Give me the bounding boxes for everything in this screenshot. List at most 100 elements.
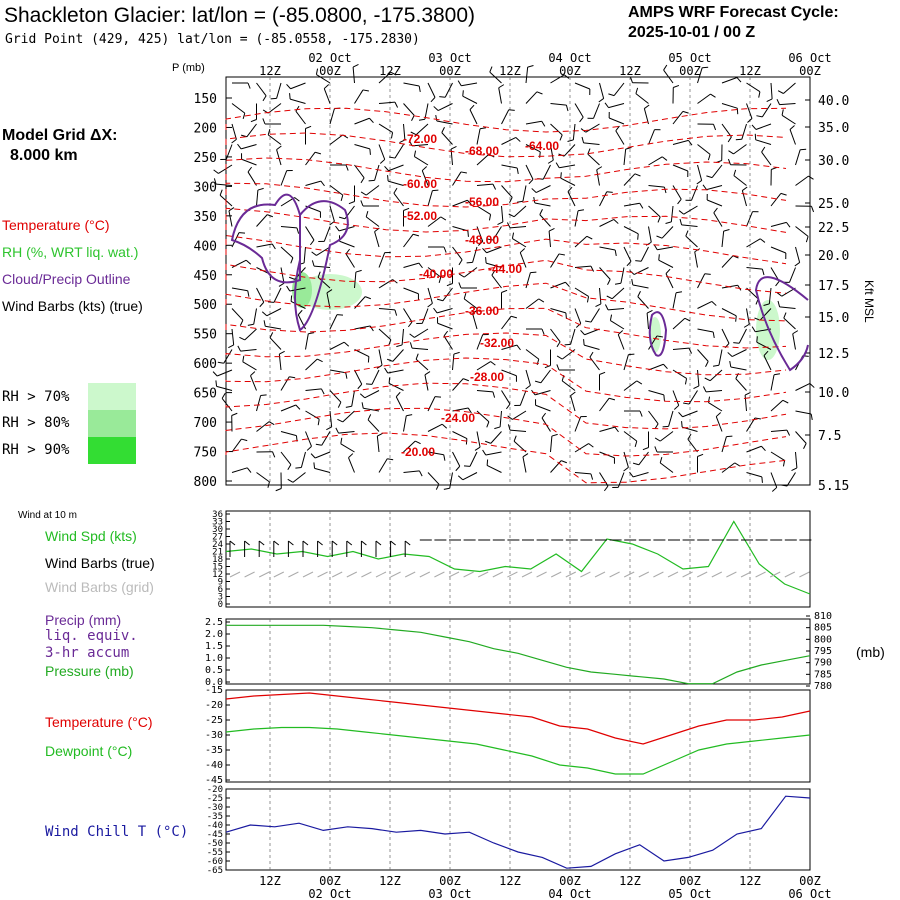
pressure-right-tick: 805 <box>814 623 832 634</box>
isotherm-label: -72.00 <box>403 132 437 146</box>
wind-barb-flag <box>289 93 291 100</box>
wind-barb <box>574 82 591 90</box>
wind-barb-flag <box>516 167 519 175</box>
height-tick-label: 30.0 <box>818 154 849 169</box>
wind-barb-flag <box>365 296 371 300</box>
wind-barb <box>783 317 796 330</box>
wind-barb-flag <box>635 87 639 94</box>
height-tick-label: 40.0 <box>818 94 849 109</box>
wind-barb <box>305 358 318 371</box>
wind-barb <box>550 123 563 136</box>
chill-tick: -55 <box>207 848 223 858</box>
wind-barb <box>329 134 344 145</box>
wind-barb <box>269 337 282 350</box>
wind-barb <box>648 185 665 188</box>
wind-barb-flag <box>581 136 585 143</box>
wind-barb <box>231 467 248 473</box>
wind-barb-flag <box>727 158 731 165</box>
wind-barb <box>469 109 478 125</box>
wind-barb-flag <box>585 320 592 323</box>
wind-barb-flag <box>786 222 791 228</box>
wind-barb <box>697 67 703 84</box>
precip-tick: 0.0 <box>205 677 223 688</box>
wind-barb <box>403 103 415 116</box>
wind-barb-flag <box>663 363 668 370</box>
grid-wind-barb <box>288 571 299 578</box>
wind-barb <box>795 410 812 415</box>
wind-barb <box>289 287 306 292</box>
wind-barb <box>770 221 787 227</box>
wind-barb <box>231 232 240 248</box>
wind-barb-flag <box>533 196 536 204</box>
pressure-unit: (mb) <box>856 644 885 660</box>
wind-barb-flag <box>712 364 720 367</box>
wind-barb <box>363 407 380 412</box>
surface-wind-barb-flag <box>361 540 367 546</box>
wind-barb-flag <box>219 189 223 196</box>
wind-barb-flag <box>343 341 350 347</box>
wind-barb-flag <box>583 339 585 346</box>
pressure-tick-label: 750 <box>194 446 217 461</box>
wind-barb <box>427 287 433 304</box>
wind-barb <box>427 190 433 207</box>
wind-barb-flag <box>272 451 276 458</box>
bottom-hour-label: 12Z <box>619 874 641 888</box>
wind-barb-flag <box>313 462 316 469</box>
wind-barb-flag <box>268 421 275 426</box>
wind-barb-flag <box>394 309 398 316</box>
wind-barb <box>321 431 331 446</box>
wind-barb-flag <box>289 376 296 379</box>
wind-barb <box>735 378 747 391</box>
wind-barb <box>770 429 787 432</box>
wind-barb <box>292 472 306 483</box>
pressure-tick-label: 400 <box>194 239 217 254</box>
wind-barb <box>231 123 237 140</box>
chill-tick: -30 <box>207 803 223 813</box>
wind-barb-flag <box>628 353 635 356</box>
wind-barb-flag <box>662 425 669 428</box>
wind-barb <box>225 144 233 160</box>
grid-wind-barb <box>784 571 796 578</box>
wind-barb <box>501 369 517 377</box>
wind-barb-flag <box>316 358 323 363</box>
wind-barb-flag <box>305 125 312 129</box>
wind-barb <box>295 110 306 125</box>
wind-barb-flag <box>575 323 582 328</box>
wind-barb-flag <box>311 251 317 256</box>
wind-barb-flag <box>355 269 362 273</box>
wind-barb-flag <box>310 453 316 459</box>
wind-barb <box>501 164 518 169</box>
wind-barb-flag <box>567 139 574 142</box>
wind-barb-flag <box>213 178 217 185</box>
wind-barb-flag <box>775 280 780 287</box>
top-hour-label: 00Z <box>439 64 461 78</box>
pressure-tick-label: 700 <box>194 416 217 431</box>
grid-wind-barb <box>667 571 679 578</box>
wind-speed-tick: 12 <box>212 570 223 580</box>
wind-barb-flag <box>590 473 594 480</box>
rh-80-label: RH > 80% <box>2 415 70 431</box>
wind-barb-flag <box>560 172 562 179</box>
wind-barb-flag <box>727 352 733 357</box>
legend-temp-line: Temperature (°C) <box>45 714 153 730</box>
wind-barb <box>761 103 772 118</box>
wind-barb-flag <box>410 131 417 136</box>
wind-barb <box>770 399 784 412</box>
wind-barb <box>741 123 747 140</box>
top-day-label: 02 Oct <box>308 51 351 65</box>
wind-barb <box>340 443 355 453</box>
pressure-tick-label: 450 <box>194 269 217 284</box>
height-tick-label: 5.15 <box>818 479 849 494</box>
wind-barb-flag <box>646 309 653 314</box>
wind-barb-flag <box>326 426 332 431</box>
wind-10m-caption: Wind at 10 m <box>18 510 77 521</box>
wind-barb-flag <box>561 460 567 464</box>
wind-barb <box>711 164 723 178</box>
wind-barb-flag <box>771 487 778 492</box>
wind-barb <box>525 298 540 309</box>
wind-barb-flag <box>629 76 633 83</box>
wind-barb <box>713 212 723 227</box>
wind-barb <box>305 226 315 241</box>
panel-frame-wind <box>225 510 811 608</box>
wind-barb <box>437 322 453 330</box>
